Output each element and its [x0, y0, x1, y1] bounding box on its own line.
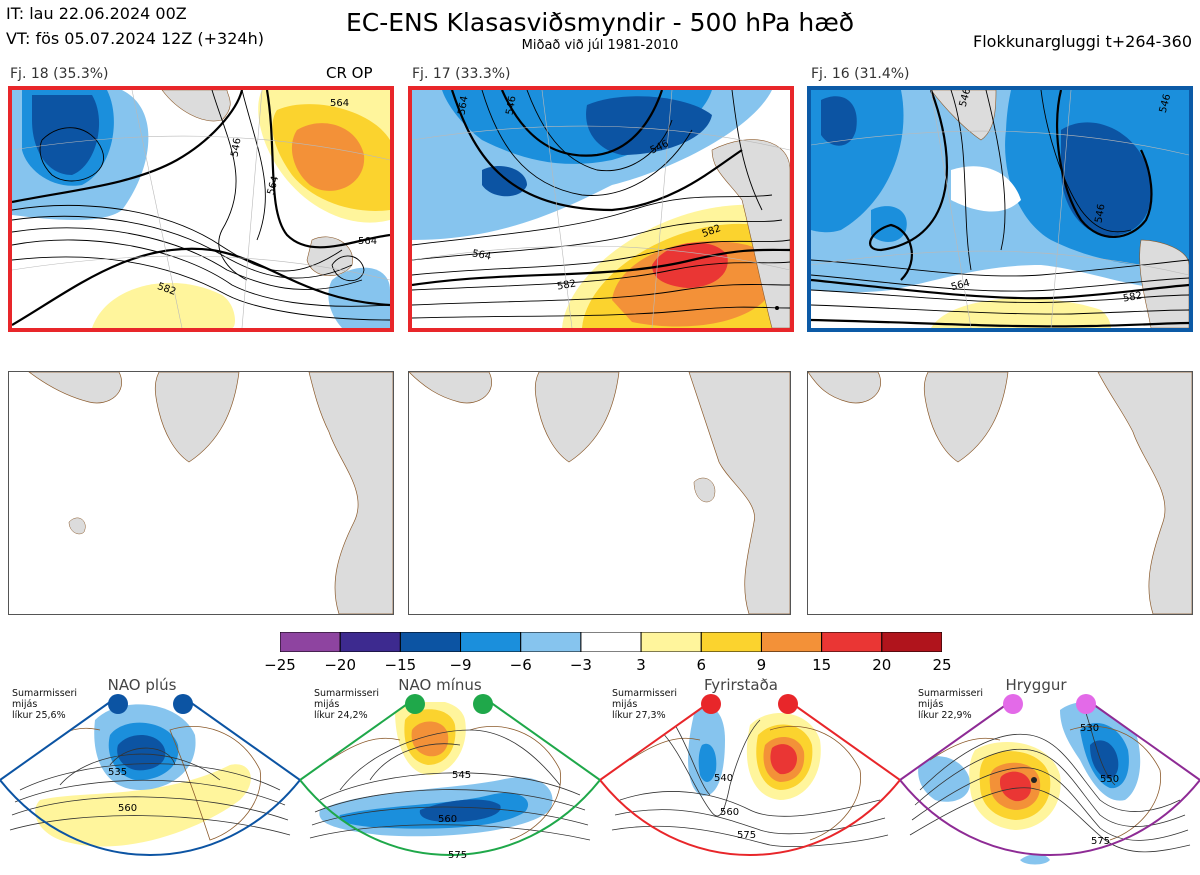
regime-2-contour-a: 545 — [452, 770, 472, 781]
regime-1-dot-right — [173, 694, 193, 714]
regime-4-name: Hryggur — [1005, 676, 1067, 694]
colorbar-tick-label: −15 — [384, 656, 417, 674]
empty-map-3 — [807, 371, 1193, 615]
regime-2-dot-left — [405, 694, 425, 714]
colorbar-swatches — [279, 631, 943, 653]
colorbar-swatch — [700, 631, 762, 653]
regime-3-info: Sumarmisseri mijás líkur 27,3% — [612, 688, 678, 721]
colorbar-swatch — [580, 631, 642, 653]
colorbar-tick-label: −6 — [509, 656, 532, 674]
regime-4-contour-c: 575 — [1091, 836, 1111, 847]
regime-4-contour-b: 550 — [1100, 774, 1120, 785]
colorbar-swatch — [881, 631, 943, 653]
panel-3-label: Fj. 16 (31.4%) — [811, 66, 910, 82]
regime-1-contour-a: 535 — [108, 767, 128, 778]
regime-3-contour-c: 575 — [737, 830, 757, 841]
regime-1-contour-b: 560 — [118, 803, 138, 814]
colorbar-tick-label: 9 — [756, 656, 767, 674]
regime-nao-plus: 535 560 — [0, 690, 301, 871]
regime-2-contour-c: 575 — [448, 850, 468, 861]
colorbar-tick-label: 15 — [812, 656, 832, 674]
regime-nao-minus: 545 560 575 — [299, 690, 601, 871]
colorbar-swatch — [760, 631, 823, 653]
colorbar-tick-label: −3 — [569, 656, 592, 674]
regime-1-name: NAO plús — [107, 676, 177, 694]
panel-1-tag: CR OP — [326, 64, 373, 82]
regime-2-dot-right — [473, 694, 493, 714]
regime-2-name: NAO mínus — [398, 676, 482, 694]
cluster-map-2: 564 546 546 564 582 582 — [408, 86, 794, 332]
panel-1-label: Fj. 18 (35.3%) — [10, 66, 109, 82]
colorbar-swatch — [821, 631, 883, 653]
regime-3-contour-b: 560 — [720, 807, 740, 818]
empty-map-2 — [408, 371, 791, 615]
regime-3-contour-a: 540 — [714, 773, 734, 784]
colorbar-tick-label: −9 — [449, 656, 472, 674]
colorbar-tick-label: 3 — [636, 656, 646, 674]
colorbar-swatch — [640, 631, 702, 653]
colorbar-swatch — [279, 631, 341, 653]
regime-ridge: 530 550 575 — [899, 690, 1200, 871]
empty-map-1 — [8, 371, 394, 615]
valid-time: VT: fös 05.07.2024 12Z (+324h) — [6, 29, 264, 48]
colorbar-tick-label: −25 — [264, 656, 296, 674]
panel-1-contour-d: 564 — [358, 236, 378, 247]
regime-1-dot-left — [108, 694, 128, 714]
regime-4-dot-right — [1076, 694, 1096, 714]
colorbar-tick-label: 20 — [872, 656, 892, 674]
regime-3-name: Fyrirstaða — [704, 676, 778, 694]
regime-4-contour-a: 530 — [1080, 723, 1100, 734]
regime-4-dot-left — [1003, 694, 1023, 714]
window-label: Flokkunargluggi t+264-360 — [973, 32, 1192, 51]
colorbar — [279, 631, 943, 653]
panel-1-contour-a: 564 — [330, 98, 350, 109]
colorbar-tick-label: −20 — [324, 656, 356, 674]
regime-4-info: Sumarmisseri mijás líkur 22,9% — [918, 688, 984, 721]
regime-2-info: Sumarmisseri mijás líkur 24,2% — [314, 688, 380, 721]
regime-3-dot-left — [701, 694, 721, 714]
colorbar-swatch — [339, 631, 401, 653]
colorbar-swatch — [399, 631, 462, 653]
regime-2-contour-b: 560 — [438, 814, 458, 825]
regime-blocking: 540 560 575 — [599, 690, 901, 871]
cluster-map-3: 546 546 564 582 546 — [807, 86, 1193, 332]
page-subtitle: Miðað við júl 1981-2010 — [521, 38, 679, 53]
cluster-map-1: 564 546 564 564 582 — [8, 86, 394, 332]
colorbar-tick-label: 25 — [932, 656, 952, 674]
issue-time: IT: lau 22.06.2024 00Z — [6, 4, 187, 23]
colorbar-tick-label: 6 — [696, 656, 707, 674]
regime-1-info: Sumarmisseri mijás líkur 25,6% — [12, 688, 78, 721]
regime-3-dot-right — [778, 694, 798, 714]
panel-2-label: Fj. 17 (33.3%) — [412, 66, 511, 82]
page-title: EC-ENS Klasasviðsmyndir - 500 hPa hæð — [345, 8, 855, 37]
colorbar-swatch — [460, 631, 522, 653]
colorbar-swatch — [520, 631, 582, 653]
